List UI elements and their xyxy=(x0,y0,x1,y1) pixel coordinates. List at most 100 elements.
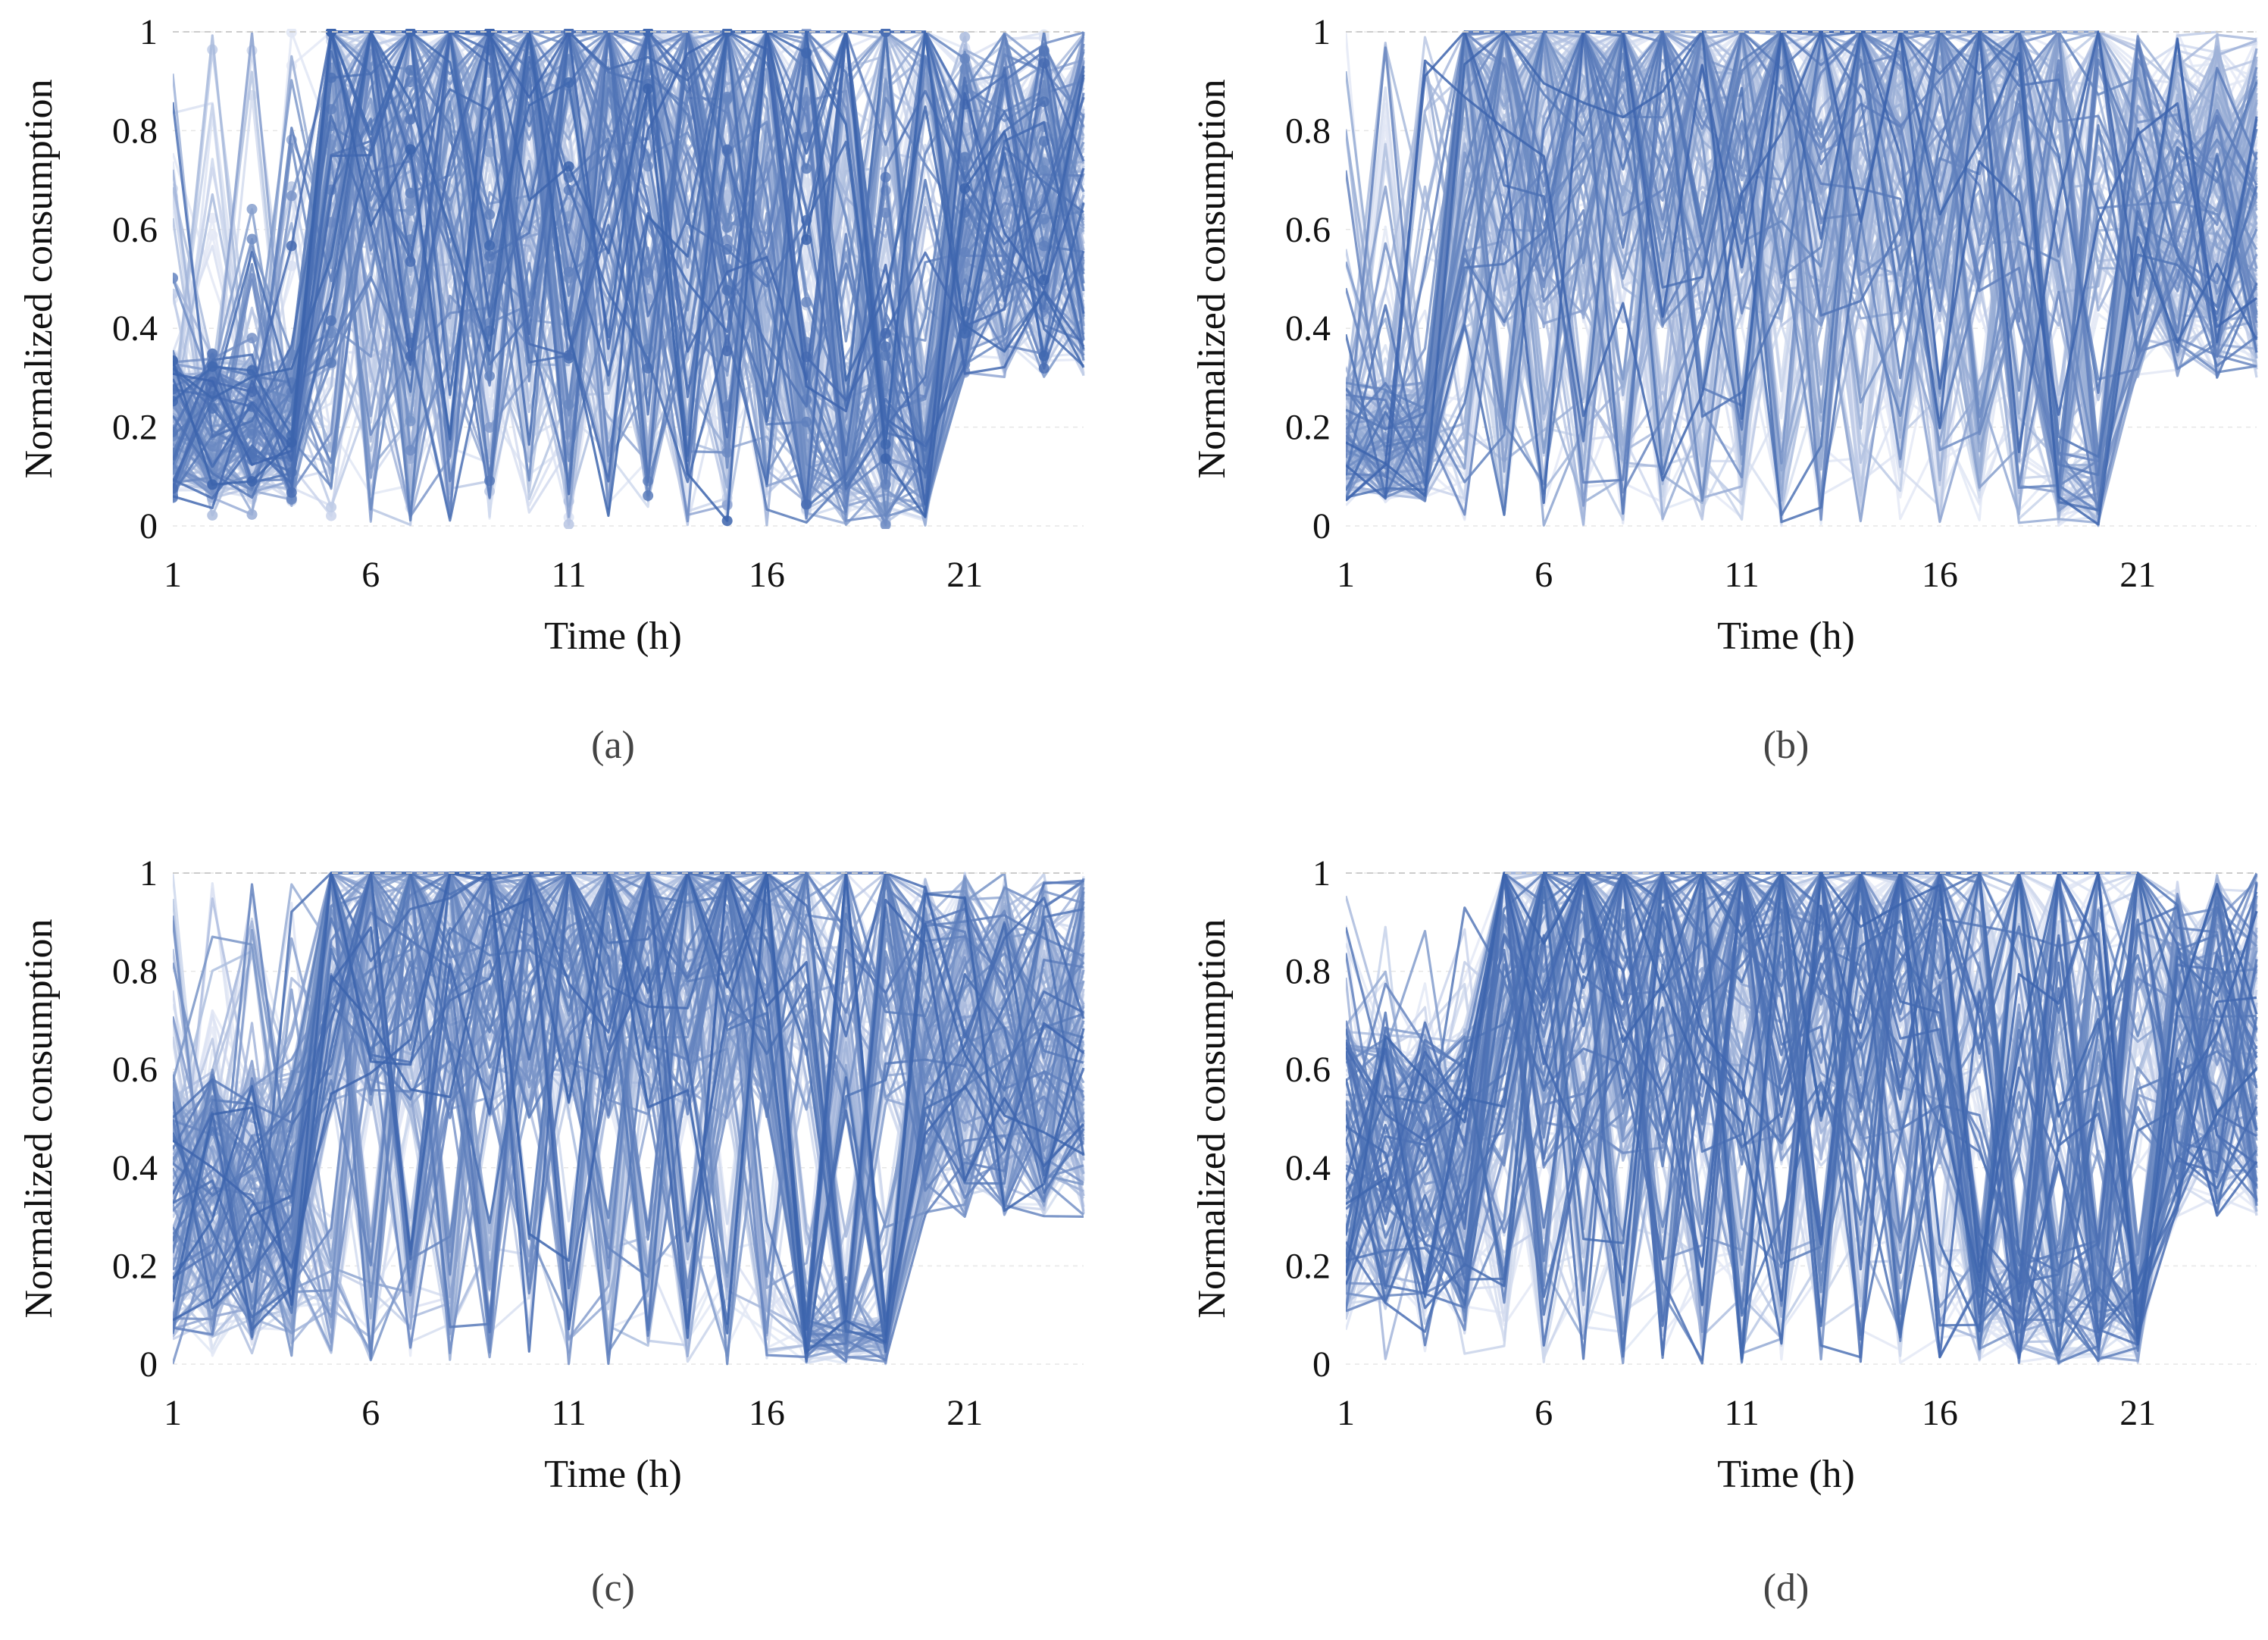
series-marker xyxy=(484,29,496,37)
series-line xyxy=(1346,30,2258,500)
y-tick-label: 0.2 xyxy=(1285,408,1331,448)
series-marker xyxy=(801,296,812,308)
series-marker xyxy=(484,422,496,433)
series-marker xyxy=(286,437,297,448)
panel-caption: (a) xyxy=(591,724,635,767)
series-marker xyxy=(1038,350,1050,361)
series-marker xyxy=(484,397,496,408)
y-tick-label: 0.4 xyxy=(1285,308,1331,349)
series-marker xyxy=(405,205,416,216)
series-line xyxy=(1346,30,2258,526)
series-line xyxy=(173,30,1085,518)
y-tick-label: 0.8 xyxy=(1285,952,1331,992)
series-line xyxy=(173,872,1085,1338)
series-marker xyxy=(484,146,496,158)
series-marker xyxy=(959,327,971,339)
series-marker xyxy=(959,152,971,163)
series-line xyxy=(173,872,1085,1349)
series-marker xyxy=(563,349,574,361)
x-tick-label: 11 xyxy=(1724,1393,1759,1433)
series-marker xyxy=(801,416,812,427)
y-tick-label: 0.6 xyxy=(112,210,158,250)
series-marker xyxy=(1038,96,1050,108)
series-marker xyxy=(959,31,971,42)
series-marker xyxy=(405,144,416,155)
series-marker xyxy=(880,341,891,352)
series-line xyxy=(1346,872,2258,1360)
series-marker xyxy=(173,396,178,407)
y-tick-label: 0.8 xyxy=(112,952,158,992)
series-marker xyxy=(721,144,733,155)
series-marker xyxy=(286,240,297,252)
x-tick-label: 11 xyxy=(1724,555,1759,595)
series-marker xyxy=(1038,240,1050,252)
series-line xyxy=(1346,872,2257,1360)
series-marker xyxy=(880,327,891,339)
y-tick-label: 0 xyxy=(139,506,158,546)
series-marker xyxy=(563,518,574,529)
series-line xyxy=(1346,30,2258,465)
series-marker xyxy=(880,207,891,218)
series-marker xyxy=(207,479,218,490)
series-marker xyxy=(286,29,297,38)
x-tick-label: 21 xyxy=(946,1393,983,1433)
series-group xyxy=(173,872,1085,1366)
series-line xyxy=(173,872,1085,1339)
series-marker xyxy=(326,315,337,327)
series-line xyxy=(1346,30,2257,477)
series-marker xyxy=(246,233,258,245)
series-marker xyxy=(405,187,416,199)
series-line xyxy=(173,30,1085,524)
x-tick-label: 21 xyxy=(946,555,983,595)
y-tick-label: 0.2 xyxy=(1285,1246,1331,1286)
y-tick-label: 0.4 xyxy=(112,308,158,349)
x-tick-label: 6 xyxy=(1534,555,1553,595)
series-marker xyxy=(643,29,654,37)
series-marker xyxy=(326,502,337,513)
series-group xyxy=(173,29,1085,529)
series-marker xyxy=(721,189,733,201)
y-tick-label: 0.6 xyxy=(112,1050,158,1090)
series-marker xyxy=(173,426,178,437)
y-axis-label: Normalized consumption xyxy=(17,79,61,478)
series-line xyxy=(173,872,1084,1355)
series-marker xyxy=(405,445,416,456)
series-line xyxy=(173,872,1084,1333)
series-marker xyxy=(643,267,654,278)
series-marker xyxy=(246,509,258,520)
series-line xyxy=(173,872,1084,1356)
series-line xyxy=(173,30,1085,522)
series-line xyxy=(173,30,1085,516)
y-tick-label: 0.6 xyxy=(1285,210,1331,250)
series-line xyxy=(1346,872,2258,1363)
series-marker xyxy=(1038,45,1050,57)
y-tick-label: 1 xyxy=(1312,853,1331,894)
series-marker xyxy=(405,114,416,125)
y-tick-label: 0 xyxy=(1312,506,1331,546)
y-tick-label: 0 xyxy=(139,1344,158,1385)
series-marker xyxy=(721,222,733,233)
x-tick-label: 21 xyxy=(2119,1393,2156,1433)
series-marker xyxy=(959,183,971,194)
series-line xyxy=(173,872,1084,1362)
y-axis-label: Normalized consumption xyxy=(1190,919,1234,1318)
x-tick-label: 6 xyxy=(1534,1393,1553,1433)
series-line xyxy=(173,872,1085,1353)
series-marker xyxy=(721,285,733,296)
x-tick-label: 16 xyxy=(1922,1393,1958,1433)
y-tick-label: 0.8 xyxy=(112,111,158,151)
x-tick-label: 16 xyxy=(749,555,785,595)
series-marker xyxy=(484,250,496,261)
series-marker xyxy=(246,45,258,56)
y-tick-label: 0.6 xyxy=(1285,1050,1331,1090)
series-marker xyxy=(880,519,891,529)
series-marker xyxy=(207,348,218,359)
x-tick-label: 1 xyxy=(164,1393,182,1433)
series-marker xyxy=(326,357,337,368)
y-tick-label: 0.2 xyxy=(112,1246,158,1286)
y-tick-label: 1 xyxy=(139,853,158,894)
panel-caption: (b) xyxy=(1763,724,1810,767)
series-marker xyxy=(563,266,574,277)
